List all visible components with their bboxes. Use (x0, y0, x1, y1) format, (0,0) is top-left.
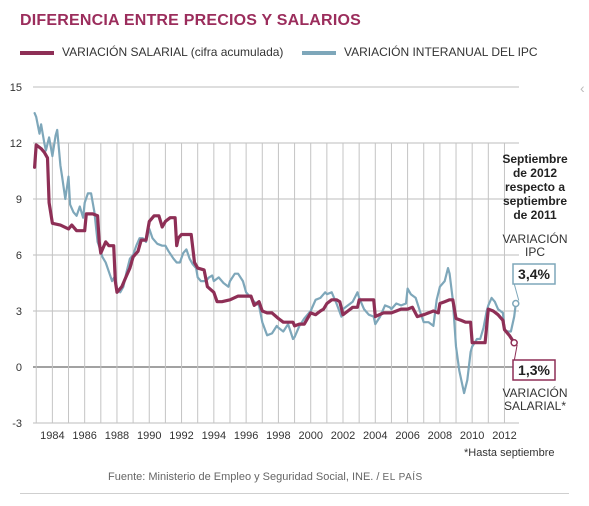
x-tick-label-1986: 1986 (72, 430, 96, 442)
x-tick-label-2006: 2006 (395, 430, 419, 442)
x-tick-label-1990: 1990 (137, 430, 161, 442)
y-tick-label--3: -3 (12, 418, 22, 430)
y-tick-label-6: 6 (16, 250, 22, 262)
ipc-label-line-1: VARIACIÓN (502, 231, 567, 246)
legend-label-salarial: VARIACIÓN SALARIAL (cifra acumulada) (62, 45, 284, 59)
x-tick-label-1988: 1988 (105, 430, 129, 442)
salarial-connector (513, 344, 518, 363)
x-tick-label-1994: 1994 (202, 430, 226, 442)
end-point-salarial (510, 338, 518, 347)
x-tick-label-1984: 1984 (40, 430, 64, 442)
annotation-heading-line-2: de 2012 (513, 166, 557, 180)
source-text: Fuente: Ministerio de Empleo y Seguridad… (108, 471, 380, 483)
source-credit: Fuente: Ministerio de Empleo y Seguridad… (108, 471, 423, 483)
salarial-label-line-2: SALARIAL* (504, 399, 566, 413)
x-tick-label-1998: 1998 (266, 430, 290, 442)
x-tick-label-1992: 1992 (169, 430, 193, 442)
x-tick-label-2010: 2010 (460, 430, 484, 442)
y-tick-label-3: 3 (16, 306, 22, 318)
ipc-connector (513, 282, 520, 301)
ipc-label-line-2: IPC (525, 245, 545, 259)
end-point-ipc (512, 299, 520, 308)
legend-swatch-salarial (20, 51, 54, 55)
x-tick-label-2008: 2008 (428, 430, 452, 442)
x-tick-label-2012: 2012 (492, 430, 516, 442)
series-line-salarial (33, 143, 516, 345)
annotation-heading-line-1: Septiembre (502, 152, 568, 166)
ipc-value-box (512, 263, 556, 285)
y-tick-label-12: 12 (10, 138, 22, 150)
y-tick-label-9: 9 (16, 194, 22, 206)
y-tick-label-0: 0 (16, 362, 22, 374)
bottom-divider (20, 493, 569, 494)
salarial-label-line-1: VARIACIÓN (502, 385, 567, 400)
salarial-value: 1,3% (518, 362, 550, 378)
ipc-value: 3,4% (518, 266, 550, 282)
annotation-heading-line-3: respecto a (505, 180, 565, 194)
x-tick-label-1996: 1996 (234, 430, 258, 442)
series-line-ipc (33, 112, 517, 395)
x-tick-label-2004: 2004 (363, 430, 387, 442)
y-tick-label-15: 15 (10, 82, 22, 94)
salarial-value-box (512, 359, 556, 381)
legend-swatch-ipc (302, 51, 336, 55)
annotation-heading-line-5: de 2011 (513, 208, 557, 222)
chevron-left-icon[interactable]: ‹ (580, 80, 585, 96)
x-tick-label-2002: 2002 (331, 430, 355, 442)
source-brand: EL PAÍS (382, 472, 423, 483)
x-tick-label-2000: 2000 (298, 430, 322, 442)
annotation-heading-line-4: septiembre (503, 194, 567, 208)
legend-label-ipc: VARIACIÓN INTERANUAL DEL IPC (344, 45, 538, 59)
footnote: *Hasta septiembre (464, 447, 555, 459)
chart-title: DIFERENCIA ENTRE PRECIOS Y SALARIOS (20, 12, 361, 29)
